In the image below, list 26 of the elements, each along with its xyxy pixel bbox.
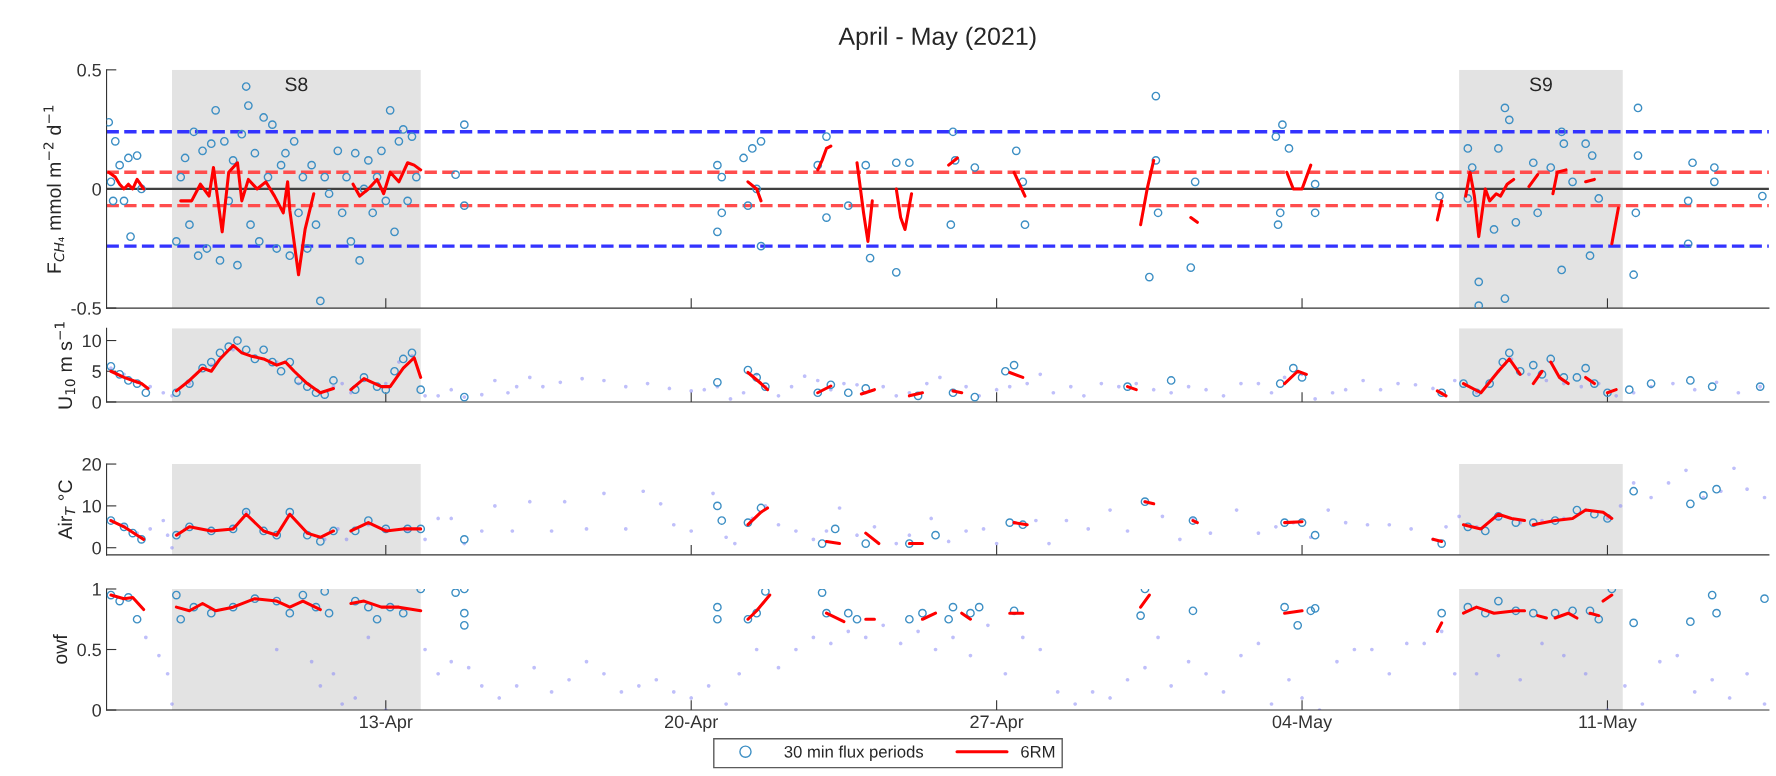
- y-tick-label: 1: [93, 583, 101, 596]
- y-tick-label: 10: [82, 499, 101, 513]
- y-tick-label: 0.5: [77, 643, 101, 657]
- band-label: S9: [1529, 77, 1552, 92]
- y-tick-label: 10: [82, 334, 101, 348]
- chart-title: April - May (2021): [838, 26, 1036, 51]
- x-tick-label: 27-Apr: [970, 715, 1024, 732]
- y-tick-label: 20: [82, 457, 101, 471]
- y-tick-label: 0: [92, 703, 101, 717]
- band-label: S8: [285, 77, 308, 92]
- legend-label: 30 min flux periods: [784, 745, 924, 761]
- legend-label: 6RM: [1021, 745, 1055, 758]
- x-tick-label: 11-May: [1579, 715, 1637, 732]
- x-tick-label: 20-Apr: [665, 715, 719, 732]
- x-tick-label: 13-Apr: [360, 715, 413, 732]
- y-tick-label: 0: [92, 182, 101, 196]
- y-tick-label: -0.5: [71, 302, 101, 315]
- y-axis-title: owf: [52, 634, 68, 664]
- y-tick-label: 0: [92, 541, 101, 555]
- y-axis-title: F$_{CH₄}$ mmol m$^{−2}$ d$^{−1}$: [43, 105, 65, 273]
- y-axis-title: Air$_{T}$ °C: [57, 480, 76, 540]
- y-tick-label: 5: [92, 365, 101, 378]
- y-tick-label: 0: [92, 395, 101, 409]
- y-tick-label: 0.5: [77, 63, 101, 77]
- x-tick-label: 04-May: [1272, 715, 1333, 732]
- y-axis-title: U$_{10}$ m s$^{−1}$: [54, 322, 76, 409]
